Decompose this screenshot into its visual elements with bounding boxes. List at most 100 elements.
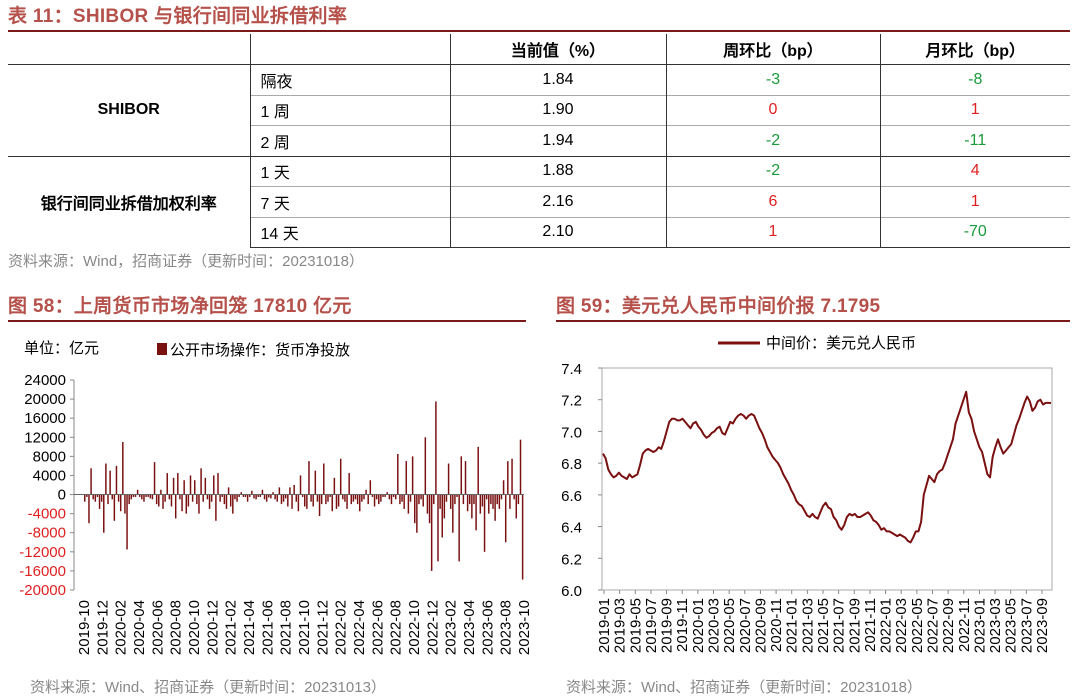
bar: [418, 494, 420, 505]
bar: [249, 494, 251, 497]
bar: [441, 494, 443, 538]
bar: [498, 494, 501, 509]
x-tick-label: 2020-03: [706, 598, 723, 653]
bar: [496, 494, 498, 505]
mom-cell: -70: [879, 216, 1070, 248]
bar: [325, 494, 327, 505]
x-tick-label: 2022-11: [956, 598, 973, 652]
x-tick-label: 2019-01: [596, 598, 613, 653]
y-tick-label: 24000: [24, 372, 66, 389]
bar: [280, 494, 283, 505]
x-tick-label: 2021-12: [314, 600, 331, 655]
legend-label: 公开市场操作：货币净投放: [170, 342, 350, 359]
bar: [517, 494, 520, 505]
y-tick-label: 4000: [33, 467, 66, 484]
x-tick-label: 2021-08: [278, 600, 295, 655]
bar: [363, 494, 365, 500]
x-tick-label: 2020-08: [168, 600, 185, 655]
bar: [388, 494, 391, 500]
bar: [109, 470, 111, 495]
bar: [232, 494, 234, 514]
bar: [521, 494, 524, 580]
y-tick-label: -4000: [28, 506, 66, 523]
bar: [456, 494, 458, 497]
chart58-title: 图 58：上周货币市场净回笼 17810 亿元: [8, 296, 352, 317]
x-tick-label: 2021-07: [831, 598, 848, 653]
x-tick-label: 2022-07: [925, 598, 942, 653]
bar: [276, 494, 278, 502]
bar: [236, 494, 238, 502]
bar: [261, 489, 264, 495]
x-tick-label: 2023-06: [479, 600, 496, 655]
bar: [342, 494, 344, 500]
header-cell: [249, 34, 450, 65]
bar: [223, 494, 226, 505]
bar: [155, 494, 158, 505]
bar: [397, 453, 399, 495]
bar: [424, 437, 427, 495]
bar: [293, 485, 295, 495]
bar: [160, 489, 162, 495]
bar: [443, 494, 446, 519]
bar: [304, 494, 306, 507]
x-tick-label: 2023-03: [987, 598, 1004, 653]
bar: [452, 494, 454, 533]
table-source: 资料来源：Wind，招商证券（更新时间：20231018）: [8, 253, 364, 270]
bar: [390, 494, 393, 505]
bar: [477, 446, 479, 495]
value-cell: 2.16: [449, 186, 666, 217]
legend-swatch: [157, 343, 167, 355]
bar: [490, 494, 492, 505]
bar: [435, 401, 437, 495]
wow-cell: -3: [665, 64, 880, 95]
bar: [168, 494, 171, 500]
x-tick-label: 2019-12: [94, 600, 111, 655]
bar: [411, 456, 414, 495]
bar: [270, 494, 272, 499]
table-row: 1 周 1.90 0 1: [8, 94, 1070, 126]
y-tick-label: 7.0: [561, 424, 582, 441]
bar: [433, 494, 435, 505]
bar: [208, 494, 211, 509]
y-tick-label: 7.2: [561, 393, 582, 410]
mom-cell: 4: [879, 155, 1070, 187]
bar: [310, 494, 312, 502]
bar: [143, 494, 145, 502]
wow-cell: -2: [665, 155, 880, 187]
bar: [350, 494, 353, 505]
table-row: 7 天 2.16 6 1: [8, 186, 1070, 217]
bar: [181, 494, 183, 512]
x-tick-label: 2019-09: [659, 598, 676, 653]
bar: [445, 494, 448, 502]
bar: [475, 494, 477, 531]
bar: [392, 494, 395, 497]
bar: [191, 494, 194, 502]
x-tick-label: 2023-10: [516, 600, 533, 655]
bar: [316, 494, 319, 502]
bar: [103, 494, 105, 533]
bar: [187, 494, 190, 507]
x-tick-label: 2022-04: [351, 600, 368, 655]
bar: [371, 494, 374, 497]
bar: [255, 494, 257, 500]
x-tick-label: 2020-12: [204, 600, 221, 655]
bar: [291, 494, 293, 509]
chart58-title-bar: 图 58：上周货币市场净回笼 17810 亿元: [8, 294, 526, 322]
bar: [132, 494, 135, 497]
value-cell: 1.94: [449, 125, 666, 156]
bar: [454, 494, 456, 505]
bar: [373, 494, 376, 507]
term-cell: 1 周: [249, 94, 450, 126]
group-label: 银行间同业拆借加权利率: [8, 155, 250, 248]
bar: [447, 463, 450, 495]
table-row: 银行间同业拆借加权利率 1 天 1.88 -2 4: [8, 155, 1070, 248]
bar: [361, 494, 363, 502]
x-tick-label: 2021-10: [296, 600, 313, 655]
bar: [206, 494, 209, 500]
table-body: SHIBOR 隔夜 1.84 -3 -8 1 周 1.90 0 1 2 周 1.94 -2 -11 银行间…: [8, 64, 1070, 248]
bar: [481, 494, 484, 507]
bar: [274, 494, 276, 500]
x-tick-label: 2022-08: [388, 600, 405, 655]
y-tick-label: 0: [58, 487, 66, 504]
bar: [488, 494, 490, 514]
